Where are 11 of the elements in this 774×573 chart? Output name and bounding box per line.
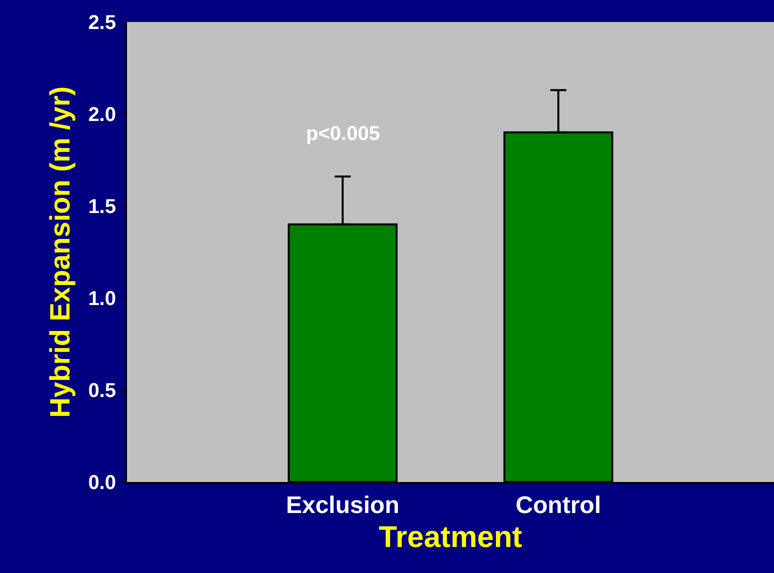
x-tick-label: Control (516, 492, 601, 519)
y-tick-label: 0.5 (88, 380, 116, 402)
y-axis-title: Hybrid Expansion (m /yr) (44, 86, 76, 418)
y-tick-label: 2.0 (88, 104, 116, 126)
y-tick-label: 1.5 (88, 196, 116, 218)
y-tick-label: 0.0 (88, 472, 116, 494)
x-axis-title: Treatment (378, 520, 522, 554)
x-tick-label: Exclusion (286, 492, 400, 519)
y-tick-label: 1.0 (88, 288, 116, 310)
annotation: p<0.005 (306, 123, 380, 145)
y-tick-label: 2.5 (88, 12, 116, 34)
